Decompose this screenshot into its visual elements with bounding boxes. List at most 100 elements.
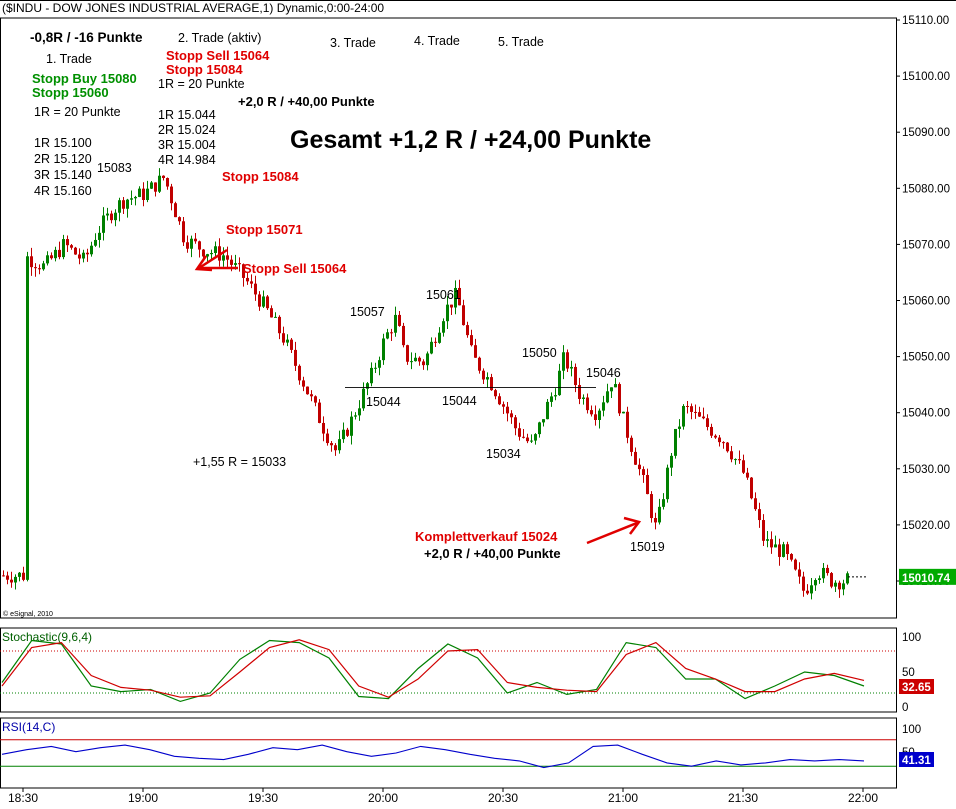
candle-body (834, 582, 837, 587)
t1-result: -0,8R / -16 Punkte (30, 30, 143, 45)
candle-body (242, 264, 245, 278)
chart-title: ($INDU - DOW JONES INDUSTRIAL AVERAGE,1)… (2, 1, 384, 15)
candle-body (142, 188, 145, 201)
candle-body (710, 426, 713, 436)
candle-body (354, 415, 357, 417)
candle-body (358, 408, 361, 416)
candle-body (190, 238, 193, 249)
candle-body (46, 255, 49, 264)
candle-body (214, 246, 217, 253)
candle-body (730, 451, 733, 460)
candle-body (390, 332, 393, 334)
candle-body (34, 267, 37, 269)
candle-body (482, 370, 485, 380)
candle-body (842, 583, 845, 590)
candle-body (598, 410, 601, 421)
candle-body (642, 469, 645, 475)
stoch-tick-label: 50 (902, 667, 915, 679)
candle-body (338, 439, 341, 451)
candle-body (206, 254, 209, 257)
candle-body (670, 455, 673, 468)
candle-body (42, 263, 45, 270)
price-label: 15046 (586, 366, 621, 380)
candle-body (554, 395, 557, 397)
x-tick-label: 19:00 (128, 791, 158, 805)
candle-body (378, 360, 381, 368)
price-label: 15083 (97, 161, 132, 175)
candle-body (386, 332, 389, 339)
candle-body (226, 255, 229, 260)
candle-body (534, 434, 537, 441)
candle-body (466, 325, 469, 336)
arrow-verkauf-shaft (586, 521, 638, 545)
candle-body (794, 559, 797, 570)
y-tick-label: 15040.00 (902, 408, 950, 420)
candle-body (514, 417, 517, 429)
arrow-stopp-head (194, 255, 213, 272)
candle-body (702, 416, 705, 419)
candle-body (202, 249, 205, 257)
candle-body (830, 573, 833, 587)
candle-body (582, 397, 585, 399)
t2-target: 2R 15.024 (158, 123, 216, 137)
candle-body (806, 590, 809, 594)
candle-body (98, 232, 101, 240)
candle-body (326, 433, 329, 444)
headline-text: Gesamt +1,2 R / +24,00 Punkte (290, 126, 651, 154)
candle-body (258, 294, 261, 307)
candle-body (222, 255, 225, 261)
candle-body (518, 428, 521, 437)
candle-body (114, 212, 117, 221)
candle-body (502, 404, 505, 407)
candle-body (682, 405, 685, 427)
candle-body (778, 544, 781, 557)
t1-stop-buy: Stopp Buy 15080 (32, 71, 137, 86)
candle-body (406, 345, 409, 362)
candle-body (194, 238, 197, 242)
candle-body (458, 287, 461, 306)
candle-body (346, 429, 349, 436)
candle-body (230, 259, 233, 265)
candle-body (274, 316, 277, 318)
candle-body (246, 277, 249, 282)
last-price-label: 15010.74 (902, 573, 951, 585)
t1-target: 3R 15.140 (34, 168, 92, 182)
y-tick-label: 15030.00 (902, 464, 950, 476)
candle-body (558, 370, 561, 396)
stoch-tick-label: 100 (902, 632, 921, 644)
candle-body (846, 573, 849, 584)
candle-body (398, 314, 401, 326)
candle-body (282, 333, 285, 343)
candle-body (774, 544, 777, 548)
candle-body (602, 402, 605, 411)
candle-body (126, 199, 129, 209)
candle-body (310, 394, 313, 397)
t1-stop: Stopp 15060 (32, 85, 109, 100)
candle-body (266, 296, 269, 309)
candle-body (718, 437, 721, 443)
candle-body (462, 305, 465, 326)
candle-body (818, 578, 821, 581)
candle-body (362, 388, 365, 409)
stoch-value-badge (899, 679, 934, 694)
candle-body (570, 366, 573, 369)
candle-body (766, 539, 769, 541)
candle-body (234, 263, 237, 265)
candle-body (530, 440, 533, 442)
stochastic-panel-frame (0, 627, 897, 713)
candle-body (422, 361, 425, 366)
t1-target: 1R 15.100 (34, 136, 92, 150)
candle-body (590, 410, 593, 415)
y-tick-label: 15110.00 (902, 15, 949, 27)
candle-body (306, 386, 309, 395)
candle-body (30, 256, 33, 268)
candle-body (798, 569, 801, 577)
candle-body (254, 283, 257, 295)
candle-body (162, 175, 165, 179)
candle-body (342, 429, 345, 440)
stoch-d-line (1, 639, 865, 698)
rsi-panel-frame (0, 717, 897, 789)
candle-body (574, 366, 577, 386)
candle-body (174, 203, 177, 218)
